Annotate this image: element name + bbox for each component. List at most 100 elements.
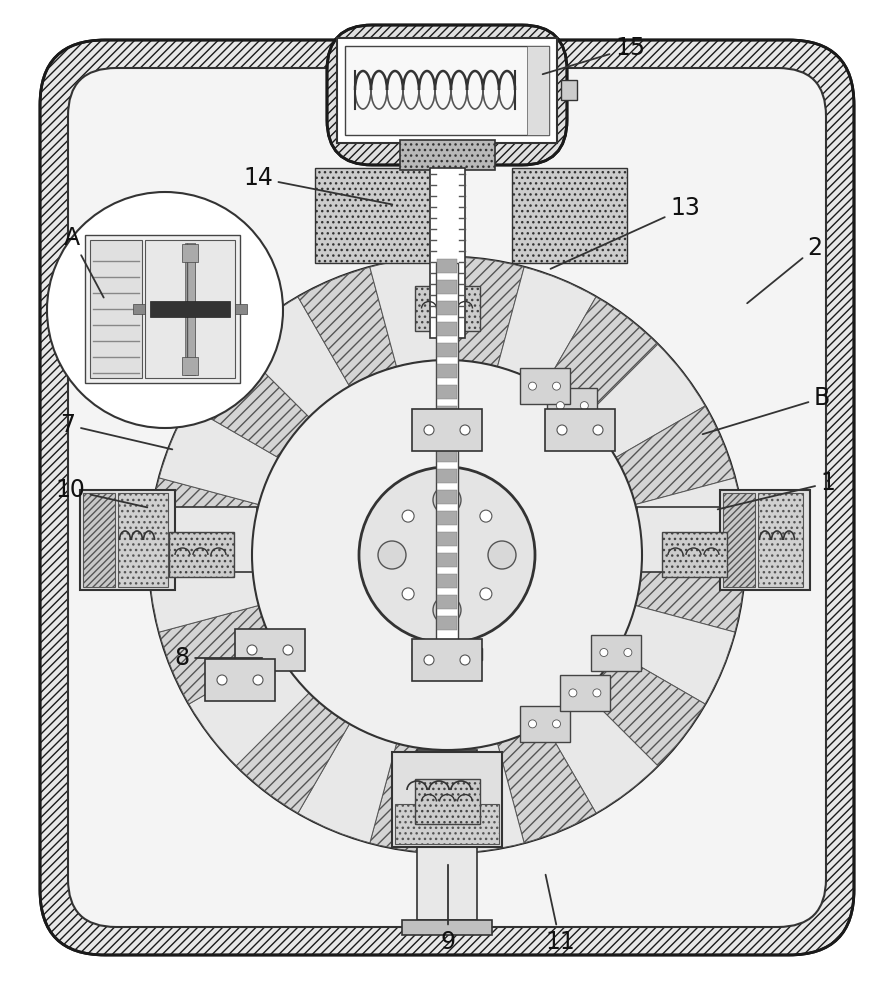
Bar [560,675,610,711]
Bar [591,635,641,671]
Bar [637,507,810,572]
Bar [395,804,499,844]
Bar [545,409,615,451]
Bar [402,920,492,935]
Bar [392,752,502,847]
Bar [437,532,457,546]
Bar [415,778,480,824]
Bar [85,235,240,383]
Wedge shape [236,693,350,813]
Bar [235,629,305,671]
Text: 2: 2 [747,236,822,303]
Bar [519,706,569,742]
Wedge shape [370,743,447,853]
Wedge shape [636,555,745,632]
Circle shape [424,655,434,665]
Bar [437,574,457,588]
Bar [437,427,457,441]
FancyBboxPatch shape [327,25,567,165]
Bar [85,507,257,572]
Text: A: A [64,226,104,298]
Circle shape [47,192,283,428]
Bar [437,343,457,357]
Circle shape [217,675,227,685]
Circle shape [252,360,642,750]
Bar [168,532,233,577]
Text: B: B [703,386,831,434]
Wedge shape [370,257,447,367]
Bar [412,639,482,681]
Bar [437,322,457,336]
Bar [437,595,457,609]
Bar [720,490,810,590]
Bar [437,280,457,294]
Circle shape [528,382,536,390]
Wedge shape [236,297,350,417]
Text: 1: 1 [718,471,835,509]
Text: 11: 11 [545,875,575,954]
Text: 13: 13 [551,196,700,269]
Circle shape [424,425,434,435]
Wedge shape [616,605,735,704]
Bar [437,406,457,420]
FancyBboxPatch shape [68,68,826,927]
Circle shape [359,467,535,643]
Bar [150,301,230,317]
Bar [430,168,465,338]
Bar [412,648,482,660]
Wedge shape [585,652,705,766]
Bar [561,80,577,100]
Circle shape [557,425,567,435]
FancyBboxPatch shape [40,40,854,955]
Circle shape [433,486,461,514]
Circle shape [402,510,414,522]
Wedge shape [497,724,596,843]
Bar [415,286,480,330]
Bar [337,38,557,143]
Bar [437,469,457,483]
Wedge shape [189,344,309,458]
Text: 14: 14 [243,166,392,204]
Bar [527,46,549,135]
Text: 7: 7 [61,413,173,449]
Bar [437,553,457,567]
Wedge shape [149,478,258,555]
Circle shape [247,645,257,655]
Bar [118,493,168,587]
Bar [205,659,275,701]
Wedge shape [159,605,278,704]
Text: 10: 10 [55,478,148,507]
Bar [437,616,457,630]
Circle shape [402,588,414,600]
Circle shape [552,382,561,390]
Bar [133,304,145,314]
Bar [400,140,495,170]
Circle shape [552,720,561,728]
Wedge shape [159,406,278,505]
Bar [182,244,198,262]
Circle shape [433,596,461,624]
Bar [235,304,247,314]
Bar [436,263,458,650]
Bar [412,409,482,451]
Circle shape [149,257,745,853]
Wedge shape [636,478,745,555]
Bar [437,259,457,273]
Circle shape [283,645,293,655]
Circle shape [480,588,492,600]
Wedge shape [544,693,658,813]
Bar [83,493,115,587]
Text: 9: 9 [441,865,456,954]
Wedge shape [298,724,397,843]
Circle shape [556,402,564,410]
Bar [185,243,195,375]
Wedge shape [585,344,705,458]
Bar [80,490,175,590]
Bar [437,490,457,504]
Bar [723,493,755,587]
Bar [145,240,235,378]
Text: 8: 8 [174,646,262,670]
Bar [662,532,727,577]
Bar [437,511,457,525]
Circle shape [253,675,263,685]
